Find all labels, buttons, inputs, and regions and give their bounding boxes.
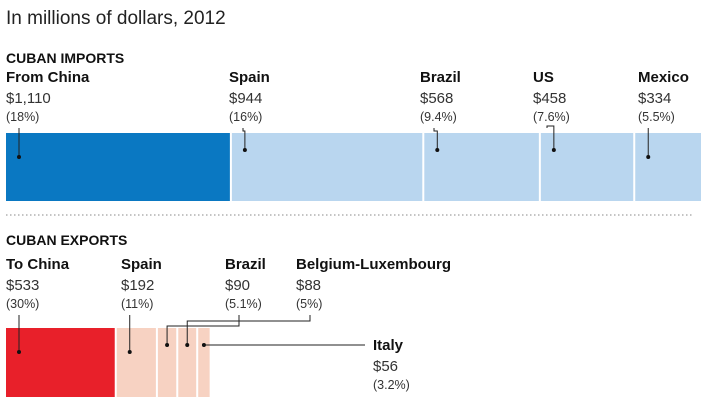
exports-leader-belgium-luxembourg [186, 315, 311, 345]
exports-label-to-china: To China [6, 256, 70, 273]
exports-dot-spain [127, 350, 132, 354]
imports-dot-from-china [17, 155, 21, 159]
exports-title: CUBAN EXPORTS [6, 232, 127, 248]
exports-label-brazil: Brazil [225, 256, 266, 273]
imports-label-mexico: Mexico [638, 69, 689, 86]
exports-bar-brazil [157, 328, 177, 397]
imports-title: CUBAN IMPORTS [6, 50, 124, 66]
imports-value-from-china: $1,110 [6, 90, 51, 107]
exports-dot-brazil [165, 343, 170, 347]
imports-leader-spain [242, 128, 246, 150]
imports-share-brazil: (9.4%) [420, 110, 457, 124]
exports-bar-belgium-luxembourg [178, 328, 197, 397]
imports-value-us: $458 [533, 90, 566, 107]
exports-value-brazil: $90 [225, 277, 250, 294]
chart-subtitle: In millions of dollars, 2012 [6, 8, 226, 29]
exports-label-belgium-luxembourg: Belgium-Luxembourg [296, 256, 451, 273]
imports-dot-brazil [435, 148, 440, 152]
exports-share-italy: (3.2%) [373, 378, 410, 392]
imports-leader-us [546, 125, 555, 150]
imports-label-spain: Spain [229, 69, 270, 86]
exports-bar-to-china [6, 328, 115, 397]
exports-share-brazil: (5.1%) [225, 297, 262, 311]
imports-label-from-china: From China [6, 69, 90, 86]
exports-value-spain: $192 [121, 277, 154, 294]
imports-dot-spain [242, 148, 247, 152]
imports-share-mexico: (5.5%) [638, 110, 675, 124]
exports-chart: CUBAN EXPORTS To China $533 (30%) Spain $192 (… [6, 232, 451, 397]
exports-dot-belgium-luxembourg [185, 343, 190, 347]
imports-value-mexico: $334 [638, 90, 671, 107]
imports-share-spain: (16%) [229, 110, 262, 124]
imports-bar-spain [231, 133, 423, 201]
imports-bar-us [540, 133, 634, 201]
exports-value-to-china: $533 [6, 277, 39, 294]
exports-share-spain: (11%) [121, 297, 153, 311]
exports-value-belgium-luxembourg: $88 [296, 277, 321, 294]
imports-bar-brazil [424, 133, 539, 201]
exports-share-belgium-luxembourg: (5%) [296, 297, 322, 311]
imports-share-us: (7.6%) [533, 110, 570, 124]
exports-bar-italy [198, 328, 210, 397]
imports-value-spain: $944 [229, 90, 262, 107]
exports-label-spain: Spain [121, 256, 162, 273]
exports-label-italy: Italy [373, 337, 404, 354]
imports-dot-mexico [646, 155, 651, 159]
imports-bar-from-china [6, 133, 230, 201]
imports-value-brazil: $568 [420, 90, 453, 107]
imports-bar-mexico [635, 133, 701, 201]
imports-dot-us [551, 148, 556, 152]
imports-label-brazil: Brazil [420, 69, 461, 86]
exports-bar-spain [116, 328, 156, 397]
imports-share-from-china: (18%) [6, 110, 39, 124]
imports-leader-brazil [433, 128, 438, 150]
imports-label-us: US [533, 69, 554, 86]
exports-dot-to-china [17, 350, 21, 354]
imports-chart: CUBAN IMPORTS From China $1,110 (18%) Spain $… [6, 50, 701, 201]
exports-value-italy: $56 [373, 358, 398, 375]
exports-dot-italy [201, 343, 206, 347]
exports-share-to-china: (30%) [6, 297, 39, 311]
